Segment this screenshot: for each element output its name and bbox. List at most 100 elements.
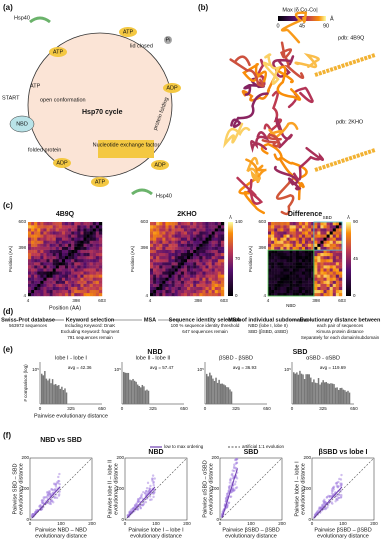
heatmap-cell (199, 252, 203, 257)
heatmap-cell (37, 277, 41, 281)
heatmap-cell (205, 252, 209, 257)
heatmap-cell (292, 259, 296, 263)
heatmap-cell (153, 246, 157, 250)
heatmap-cell (174, 231, 178, 235)
heatmap-cell (183, 286, 188, 291)
heatmap-cell (58, 255, 63, 260)
heatmap-cell (86, 246, 90, 250)
heatmap-cell (305, 243, 309, 247)
heatmap-cell (28, 246, 32, 250)
heatmap-cell (83, 249, 87, 254)
heatmap-cell (98, 277, 103, 281)
heatmap-cell (286, 255, 290, 260)
point (142, 500, 145, 504)
point (34, 511, 37, 514)
hist-bar (347, 390, 349, 404)
point (129, 509, 132, 513)
heatmap-cell (220, 252, 225, 257)
heatmap-cell (292, 243, 296, 247)
heatmap-cell (214, 225, 219, 229)
heatmap-cell (326, 274, 330, 278)
heatmap-cell (95, 243, 100, 247)
heatmap-cell (71, 231, 75, 235)
heatmap-cell (183, 252, 188, 257)
heatmap-cell (298, 237, 303, 241)
heatmap-cell (37, 222, 41, 226)
heatmap-cell (326, 228, 330, 232)
heatmap-cell (31, 222, 35, 226)
x-tick-label: 0 (291, 406, 294, 411)
heatmap-cell (332, 243, 337, 247)
heatmap-cell (159, 277, 163, 281)
heatmap-cell (289, 225, 293, 229)
heatmap-cell (329, 289, 333, 294)
hist-bar (218, 379, 220, 404)
heatmap-cell (46, 237, 50, 241)
heatmap-cell (308, 274, 312, 278)
heatmap-cell (217, 225, 222, 229)
label: ADP (166, 85, 178, 91)
x-tick-label: 0 (311, 521, 314, 526)
heatmap-cell (162, 277, 166, 281)
heatmap-cell (65, 237, 69, 241)
heatmap-cell (159, 222, 163, 226)
heatmap-cell (317, 289, 321, 294)
heatmap-cell (168, 259, 172, 263)
heatmap-cell (153, 240, 157, 244)
hist-bar (144, 390, 147, 404)
heatmap-cell (311, 277, 315, 281)
heatmap-cell (165, 240, 169, 244)
heatmap-cell (196, 265, 200, 269)
heatmap-cell (58, 237, 63, 241)
heatmap-cell (65, 289, 69, 294)
heatmap-cell (80, 225, 84, 229)
heatmap-cell (202, 246, 206, 250)
point (142, 503, 145, 507)
heatmap-cell (174, 255, 178, 260)
hist-bar (294, 373, 297, 404)
heatmap-cell (196, 292, 200, 297)
heatmap-cell (190, 259, 194, 263)
heatmap-cell (193, 234, 197, 238)
heatmap-cell (55, 234, 60, 238)
heatmap-cell (320, 228, 324, 232)
heatmap-cell (220, 289, 225, 294)
hist-bar (342, 389, 345, 404)
hist-bar (341, 387, 343, 404)
heatmap-cell (211, 228, 215, 232)
label: ATP (95, 179, 106, 185)
x-axis-label: Pairwise βSBD – βSBD (314, 527, 371, 533)
heatmap-cell (335, 280, 340, 284)
heatmap-cell (289, 274, 293, 278)
point (234, 480, 237, 484)
x-tick-label: 4 (149, 298, 152, 303)
label: lid closed (130, 43, 153, 49)
label: folded protein (28, 147, 61, 153)
point (330, 489, 334, 492)
panel-label: (b) (198, 3, 209, 12)
hist-bar (336, 387, 338, 404)
heatmap-cell (329, 268, 333, 272)
heatmap-cell (211, 222, 215, 226)
heatmap-cell (311, 280, 315, 284)
heatmap-cell (77, 228, 81, 232)
heatmap-cell (323, 234, 327, 238)
heatmap-cell (292, 286, 296, 291)
heatmap-cell (274, 271, 278, 275)
heatmap-cell (89, 246, 93, 250)
heatmap-cell (286, 268, 290, 272)
heatmap-cell (165, 274, 169, 278)
heatmap-cell (308, 271, 312, 275)
heatmap-cell (326, 243, 330, 247)
heatmap-cell (177, 271, 182, 275)
heatmap-cell (86, 271, 90, 275)
heatmap-cell (31, 289, 35, 294)
heatmap-cell (180, 292, 185, 297)
heatmap-cell (220, 255, 225, 260)
heatmap-cell (283, 271, 287, 275)
heatmap-cell (150, 243, 154, 247)
heatmap-cell (283, 246, 287, 250)
heatmap-cell (86, 237, 90, 241)
heatmap-cell (86, 240, 90, 244)
